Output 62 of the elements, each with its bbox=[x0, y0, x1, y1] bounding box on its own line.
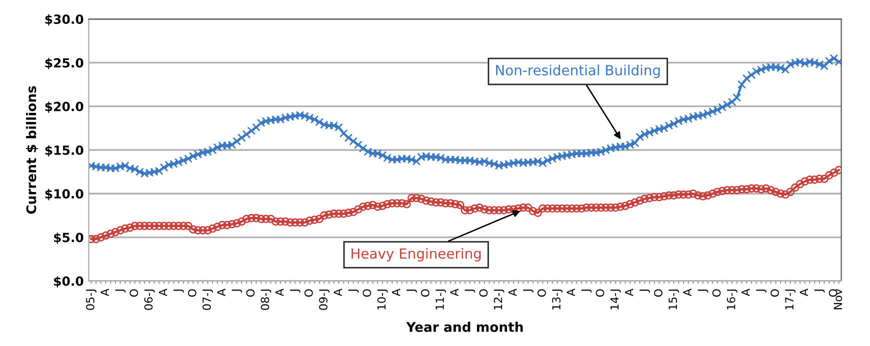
x-tick-label: A bbox=[625, 288, 634, 296]
x-tick-label: 09-J bbox=[319, 290, 330, 310]
x-tick-label: 11-J bbox=[436, 290, 446, 310]
x-tick-label: A bbox=[275, 288, 284, 296]
x-tick-label: J bbox=[232, 290, 242, 292]
x-tick-label: A bbox=[742, 288, 750, 296]
x-tick-label: J bbox=[290, 290, 300, 292]
x-tick-label: 13-J bbox=[552, 290, 563, 310]
x-tick-label: A bbox=[392, 288, 400, 296]
x-tick-label: 10-J bbox=[377, 290, 388, 310]
x-tick-label: A bbox=[508, 288, 517, 296]
x-tick-label: A bbox=[334, 288, 342, 296]
x-tick-label: 15-J bbox=[668, 290, 680, 310]
x-tick-label: J bbox=[406, 290, 417, 292]
x-tick-label: J bbox=[756, 290, 766, 292]
x-tick-label: O bbox=[246, 289, 255, 297]
x-tick-label: O bbox=[654, 289, 662, 297]
y-axis-title: Current $ billions bbox=[26, 86, 38, 214]
x-tick-label: J bbox=[814, 290, 825, 292]
y-tick-label: $30.0 bbox=[45, 14, 84, 26]
y-tick-label: $15.0 bbox=[45, 145, 84, 157]
x-tick-label: 12-J bbox=[494, 290, 504, 310]
x-tick-label: 05-J bbox=[86, 290, 96, 310]
x-tick-label: 17-J bbox=[785, 290, 796, 310]
x-tick-label: J bbox=[581, 290, 592, 292]
x-tick-label: J bbox=[115, 290, 126, 292]
x-tick-label: O bbox=[130, 289, 138, 297]
y-tick-label: $25.0 bbox=[45, 58, 84, 70]
y-tick-label: $10.0 bbox=[45, 188, 84, 200]
x-tick-label: 08-J bbox=[260, 290, 272, 310]
x-tick-label: O bbox=[479, 289, 488, 297]
x-tick-label: J bbox=[640, 290, 650, 292]
x-tick-label: 07-J bbox=[202, 290, 213, 310]
x-tick-label: A bbox=[566, 288, 575, 296]
x-tick-label: A bbox=[450, 288, 458, 296]
x-tick-label: J bbox=[698, 290, 708, 292]
x-tick-label: 06-J bbox=[144, 290, 155, 310]
x-tick-label: O bbox=[538, 289, 546, 297]
x-tick-label: 16-J bbox=[726, 290, 738, 310]
x-tick-label: 14-J bbox=[610, 290, 621, 310]
x-tick-label: A bbox=[217, 288, 226, 296]
x-tick-label: O bbox=[188, 289, 196, 297]
x-tick-label: J bbox=[523, 290, 534, 292]
x-tick-label: O bbox=[304, 289, 313, 297]
x-tick-label: O bbox=[770, 289, 779, 297]
x-tick-label: A bbox=[683, 288, 692, 296]
x-tick-label: J bbox=[174, 290, 184, 292]
x-tick-label: J bbox=[348, 290, 359, 292]
text: Heavy Engineering bbox=[352, 248, 481, 262]
x-tick-label: A bbox=[158, 288, 168, 296]
x-tick-label: A bbox=[800, 288, 808, 296]
text: Non-residential Building bbox=[496, 64, 660, 78]
x-tick-label: O bbox=[596, 289, 604, 297]
y-tick-label: $0.0 bbox=[54, 276, 84, 288]
x-axis-title: Year and month bbox=[406, 322, 523, 332]
x-tick-label: J bbox=[464, 290, 476, 292]
x-tick-label: O bbox=[712, 289, 721, 297]
y-tick-label: $5.0 bbox=[54, 232, 84, 244]
x-tick-label: O bbox=[420, 289, 430, 297]
y-tick-label: $20.0 bbox=[45, 102, 84, 113]
x-tick-label: O bbox=[362, 289, 372, 297]
x-tick-label: A bbox=[100, 288, 109, 296]
